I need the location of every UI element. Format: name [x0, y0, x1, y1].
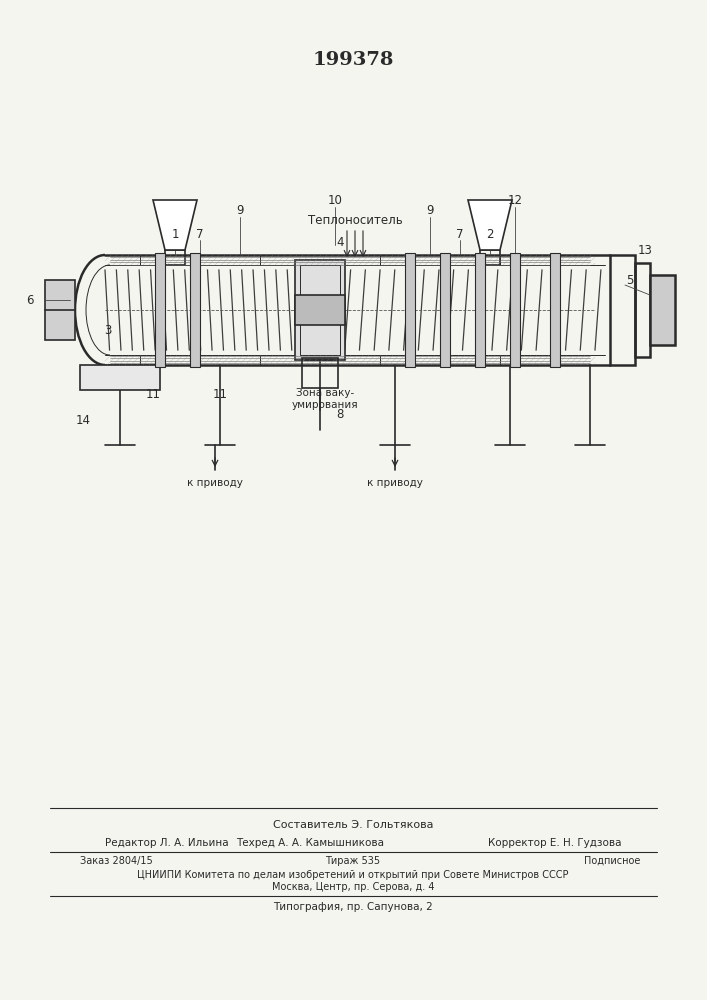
Bar — [165, 250, 185, 265]
Text: 3: 3 — [105, 324, 112, 336]
Text: Типография, пр. Сапунова, 2: Типография, пр. Сапунова, 2 — [273, 902, 433, 912]
Text: 9: 9 — [236, 204, 244, 217]
Bar — [480, 250, 500, 265]
Bar — [550, 253, 560, 367]
Text: ЦНИИПИ Комитета по делам изобретений и открытий при Совете Министров СССР: ЦНИИПИ Комитета по делам изобретений и о… — [137, 870, 568, 880]
Bar — [45, 280, 75, 340]
Bar — [405, 253, 415, 367]
Text: 5: 5 — [626, 273, 633, 286]
Text: Техред А. А. Камышникова: Техред А. А. Камышникова — [236, 838, 384, 848]
Bar — [475, 253, 485, 367]
Text: 8: 8 — [337, 408, 344, 422]
Text: 4: 4 — [337, 236, 344, 249]
Text: 12: 12 — [508, 194, 522, 207]
Text: Редактор Л. А. Ильина: Редактор Л. А. Ильина — [105, 838, 228, 848]
Text: 1: 1 — [171, 229, 179, 241]
Text: 10: 10 — [327, 194, 342, 207]
Bar — [510, 253, 520, 367]
Bar — [300, 265, 340, 355]
Bar — [440, 253, 450, 367]
Bar — [650, 275, 675, 345]
Text: Корректор Е. Н. Гудзова: Корректор Е. Н. Гудзова — [489, 838, 621, 848]
Text: Москва, Центр, пр. Серова, д. 4: Москва, Центр, пр. Серова, д. 4 — [271, 882, 434, 892]
Bar — [155, 253, 165, 367]
Bar — [295, 260, 345, 360]
Text: 9: 9 — [426, 204, 434, 217]
Text: Составитель Э. Гольтякова: Составитель Э. Гольтякова — [273, 820, 433, 830]
Text: 2: 2 — [486, 229, 493, 241]
Text: Тираж 535: Тираж 535 — [325, 856, 380, 866]
Bar — [295, 295, 345, 325]
Text: 7: 7 — [456, 229, 464, 241]
Polygon shape — [468, 200, 512, 250]
Text: 199378: 199378 — [312, 51, 394, 69]
Text: Подписное: Подписное — [583, 856, 640, 866]
Text: Заказ 2804/15: Заказ 2804/15 — [80, 856, 153, 866]
Bar — [302, 358, 338, 388]
Text: к приводу: к приводу — [367, 478, 423, 488]
Text: Зона ваку-
умирования: Зона ваку- умирования — [292, 388, 358, 410]
Text: к приводу: к приводу — [187, 478, 243, 488]
Text: 13: 13 — [638, 243, 653, 256]
Bar — [190, 253, 200, 367]
Text: Теплоноситель: Теплоноситель — [308, 214, 402, 227]
Bar — [635, 263, 650, 357]
Text: 11: 11 — [213, 388, 228, 401]
Text: 6: 6 — [26, 294, 34, 306]
Text: 7: 7 — [197, 229, 204, 241]
Text: 11: 11 — [146, 388, 160, 401]
Text: 14: 14 — [76, 414, 90, 426]
Polygon shape — [153, 200, 197, 250]
Bar — [610, 255, 635, 365]
Bar — [80, 365, 160, 390]
